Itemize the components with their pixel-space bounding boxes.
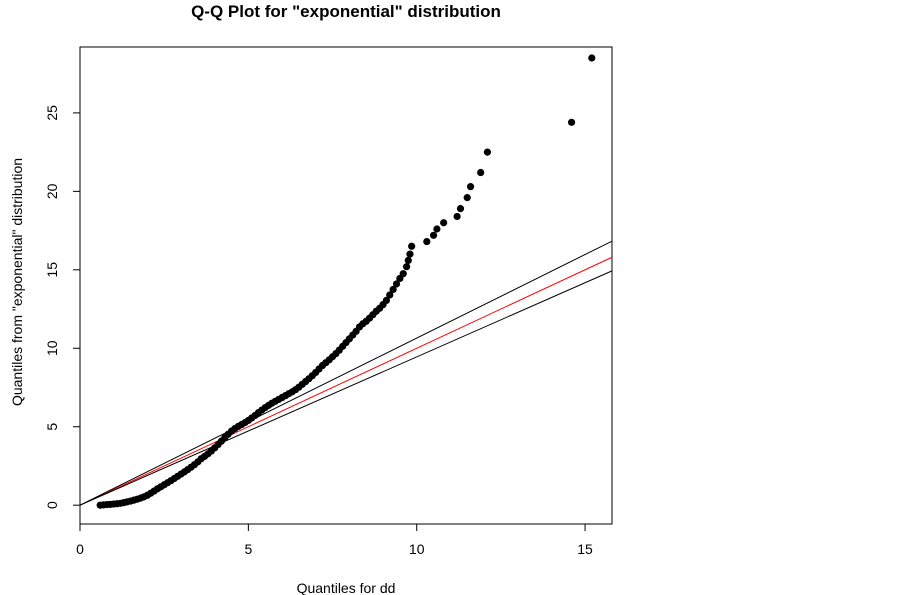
x-tick-label: 10 — [409, 541, 425, 557]
data-point — [477, 168, 485, 177]
lower-bound-line — [79, 270, 613, 506]
data-point — [440, 219, 448, 227]
data-point — [463, 194, 471, 202]
data-point — [429, 231, 438, 239]
data-point — [456, 205, 465, 213]
data-point — [423, 237, 431, 246]
data-point — [399, 270, 407, 278]
y-tick-label: 0 — [44, 501, 60, 509]
plot-frame — [79, 46, 613, 525]
data-points — [96, 54, 596, 509]
data-point — [567, 118, 576, 126]
y-tick-label: 20 — [44, 183, 60, 199]
data-point — [588, 54, 596, 62]
chart-title: Q-Q Plot for "exponential" distribution — [191, 2, 501, 21]
x-tick-label: 5 — [244, 541, 252, 557]
reference-line — [79, 256, 613, 506]
y-tick-label: 15 — [44, 262, 60, 278]
data-point — [392, 280, 401, 288]
data-point — [408, 242, 416, 250]
data-point — [466, 183, 475, 191]
x-axis: 0 5 10 15 — [76, 524, 593, 557]
x-axis-label: Quantiles for dd — [297, 580, 396, 595]
data-point — [403, 263, 411, 271]
x-tick-label: 15 — [577, 541, 593, 557]
data-point — [406, 250, 414, 258]
y-axis: 0 5 10 15 20 25 — [44, 105, 80, 509]
data-point — [382, 296, 391, 305]
x-tick-label: 0 — [76, 541, 84, 557]
reference-lines — [79, 240, 613, 506]
data-point — [483, 148, 492, 156]
data-point — [386, 291, 394, 299]
y-tick-label: 5 — [44, 423, 60, 431]
data-point — [453, 212, 461, 221]
y-tick-label: 25 — [44, 105, 60, 121]
y-tick-label: 10 — [44, 340, 60, 356]
upper-bound-line — [79, 240, 613, 506]
data-point — [433, 225, 441, 233]
y-axis-label: Quantiles from "exponential" distributio… — [9, 158, 25, 406]
data-point — [389, 285, 397, 294]
data-point — [404, 256, 412, 264]
